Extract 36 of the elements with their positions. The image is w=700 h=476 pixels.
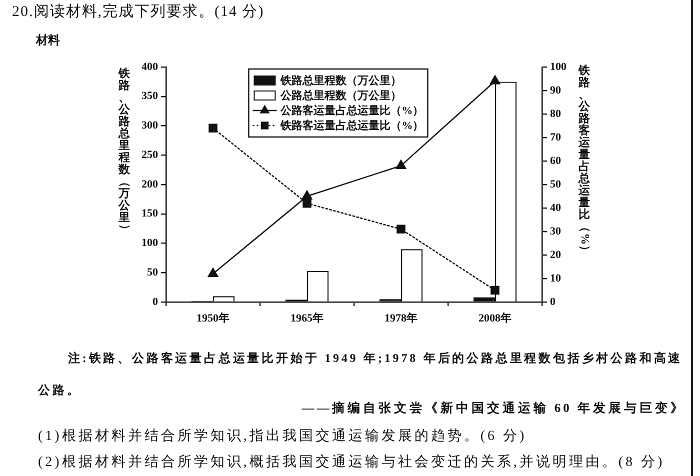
legend-label: 铁路总里程数（万公里） <box>280 74 402 87</box>
y2-tick-label: 70 <box>550 131 562 144</box>
y-tick-label: 100 <box>142 237 158 250</box>
y2-tick-label: 80 <box>550 108 562 120</box>
legend-label: 公路客运量占总运量比（%） <box>280 104 424 117</box>
y2-tick-label: 90 <box>550 84 562 96</box>
text: 铁路、公路客运量占总运量比（%） <box>578 65 590 257</box>
y-tick-label: 400 <box>142 60 158 73</box>
y-tick-label: 150 <box>142 208 158 220</box>
y2-tick-label: 100 <box>550 60 567 73</box>
y2-tick-label: 0 <box>550 296 556 308</box>
text: (2)根据材料并结合所学知识,概括我国交通运输与社会变迁的关系,并说明理由。(8 分) <box>38 453 665 471</box>
chart-title: 20.阅读材料,完成下列要求。(14 分) <box>12 2 264 21</box>
x-tick-label: 1965年 <box>290 311 324 324</box>
y-tick-label: 200 <box>142 178 158 190</box>
legend-label: 铁路客运量占总运量比（%） <box>280 118 424 132</box>
legend-label: 公路总里程数（万公里） <box>280 88 402 102</box>
text: 注:铁路、公路客运量占总运量比开始于 1949 年;1978 年后的公路总里程数包括乡村公路和高速公路。 <box>38 351 683 397</box>
y2-tick-label: 60 <box>550 154 562 167</box>
y-tick-label: 300 <box>142 120 158 132</box>
text: 铁路、公路总里程数（万公里） <box>118 68 130 236</box>
y2-tick-label: 20 <box>550 248 562 261</box>
text: (1)根据材料并结合所学知识,指出我国交通运输发展的趋势。(6 分) <box>38 427 527 445</box>
x-tick-label: 2008年 <box>478 311 512 324</box>
y-tick-label: 350 <box>142 90 158 102</box>
y2-tick-label: 40 <box>550 202 562 214</box>
text: 材料 <box>36 32 60 49</box>
y-tick-label: 250 <box>142 148 158 161</box>
y2-tick-label: 10 <box>550 272 562 284</box>
y2-tick-label: 50 <box>550 178 562 190</box>
y2-tick-label: 30 <box>550 225 562 238</box>
y-tick-label: 50 <box>147 266 158 278</box>
x-tick-label: 1978年 <box>384 311 418 324</box>
y-tick-label: 0 <box>152 296 158 308</box>
text: ——摘编自张文尝《新中国交通运输 60 年发展与巨变》 <box>302 400 686 417</box>
x-tick-label: 1950年 <box>196 311 230 324</box>
